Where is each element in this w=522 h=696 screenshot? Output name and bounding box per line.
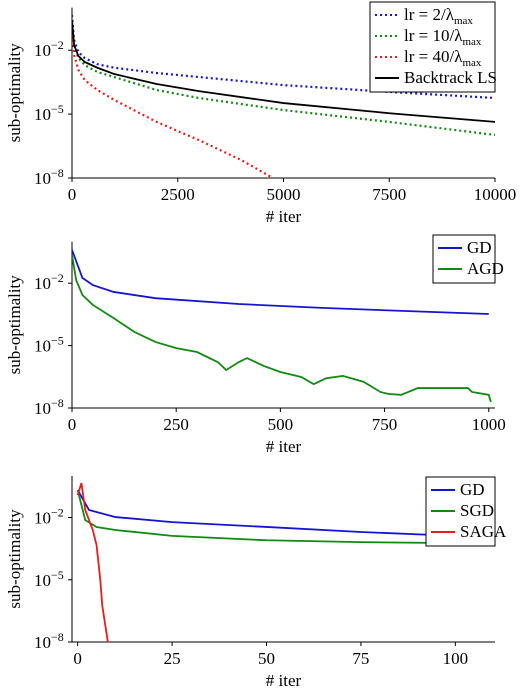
legend-label: Backtrack LS: [404, 68, 497, 87]
series-line: [72, 19, 274, 178]
y-tick-label: 10−5: [34, 102, 64, 124]
x-tick-label: 75: [352, 649, 369, 668]
series-line: [76, 482, 109, 642]
series-line: [72, 19, 495, 137]
x-tick-label: 10000: [474, 185, 517, 204]
x-tick-label: 750: [372, 415, 398, 434]
series-line: [72, 254, 492, 403]
legend-label: GD: [460, 480, 485, 499]
legend-label: lr = 2/λmax: [404, 5, 473, 27]
x-tick-label: 0: [68, 185, 77, 204]
y-tick-label: 10−8: [34, 630, 64, 652]
x-tick-label: 500: [268, 415, 294, 434]
y-tick-label: 10−5: [34, 334, 64, 356]
legend-label: SGD: [460, 501, 494, 520]
legend-label: lr = 40/λmax: [404, 47, 482, 69]
legend-label: SAGA: [460, 522, 507, 541]
y-tick-label: 10−8: [34, 166, 64, 188]
y-tick-label: 10−2: [34, 271, 64, 293]
subplot: 10−2 10−5 10−80 2500 5000 7500 10000 # iter sub-…: [5, 1, 517, 226]
x-tick-label: 1000: [472, 415, 506, 434]
legend-box: [432, 234, 496, 284]
x-tick-label: 0: [73, 649, 82, 668]
subplot: 10−2 10−5 10−8 0 25 50 75 100 # iter sub-optimali…: [5, 476, 507, 690]
subplot: 10−2 10−5 10−80 250 500 750 1000 # iter sub-opti…: [5, 234, 506, 456]
y-tick-label: 10−5: [34, 568, 64, 590]
y-tick-label: 10−2: [34, 506, 64, 528]
x-tick-label: 25: [164, 649, 181, 668]
series-line: [72, 19, 495, 123]
x-axis-label: # iter: [266, 437, 302, 456]
x-tick-label: 5000: [267, 185, 301, 204]
x-tick-label: 2500: [161, 185, 195, 204]
x-tick-label: 7500: [372, 185, 406, 204]
x-tick-label: 250: [163, 415, 189, 434]
y-axis-label: sub-optimality: [5, 275, 24, 375]
legend-label: AGD: [467, 259, 504, 278]
x-tick-label: 50: [258, 649, 275, 668]
y-tick-label: 10−8: [34, 396, 64, 418]
y-tick-label: 10−2: [34, 38, 64, 60]
x-tick-label: 0: [68, 415, 77, 434]
y-axis-label: sub-optimality: [5, 509, 24, 609]
series-line: [72, 249, 489, 315]
x-tick-label: 100: [443, 649, 469, 668]
x-axis-label: # iter: [266, 671, 302, 690]
legend-label: GD: [467, 238, 492, 257]
legend-label: lr = 10/λmax: [404, 26, 482, 48]
x-axis-label: # iter: [266, 207, 302, 226]
y-axis-label: sub-optimality: [5, 43, 24, 143]
